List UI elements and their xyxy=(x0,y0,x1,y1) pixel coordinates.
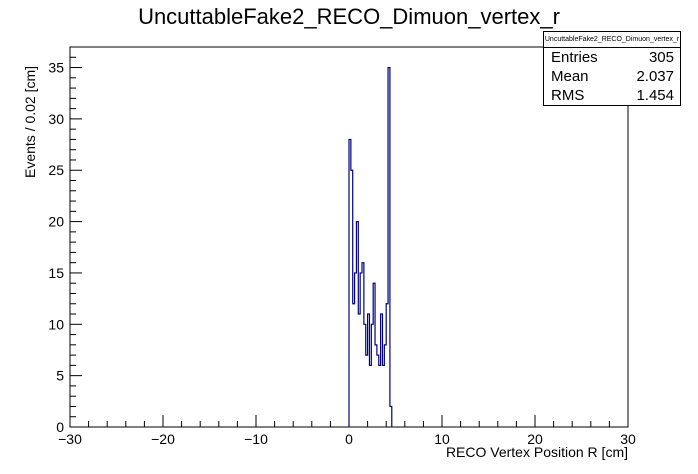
histogram-bin xyxy=(366,355,368,427)
x-tick-label: 10 xyxy=(434,431,450,447)
stats-mean-value: 2.037 xyxy=(636,68,674,85)
x-tick-label: −10 xyxy=(244,431,268,447)
stats-entries-label: Entries xyxy=(551,49,598,66)
y-axis-label: Events / 0.02 [cm] xyxy=(22,65,38,178)
stats-box: UncuttableFake2_RECO_Dimuon_vertex_r Ent… xyxy=(543,31,681,106)
stats-entries-value: 305 xyxy=(648,49,674,66)
stats-rms-value: 1.454 xyxy=(636,87,674,104)
histogram-bin xyxy=(369,365,371,427)
tick-labels: −30 −20 −10 0 10 20 30 0 5 10 15 20 25 30 35 xyxy=(48,60,636,447)
y-tick-label: 20 xyxy=(48,214,64,230)
stats-rms-row: RMS 1.454 xyxy=(544,86,680,105)
histogram-bin xyxy=(358,314,360,427)
chart-title: UncuttableFake2_RECO_Dimuon_vertex_r xyxy=(138,4,560,29)
stats-entries-row: Entries 305 xyxy=(544,48,680,67)
y-tick-label: 0 xyxy=(56,419,64,435)
ticks xyxy=(69,46,629,428)
x-axis-label: RECO Vertex Position R [cm] xyxy=(445,444,628,460)
stats-mean-row: Mean 2.037 xyxy=(544,67,680,86)
histogram-bin xyxy=(379,365,381,427)
y-tick-label: 5 xyxy=(56,368,64,384)
y-tick-label: 15 xyxy=(48,265,64,281)
x-tick-label: 30 xyxy=(620,431,636,447)
stats-box-title: UncuttableFake2_RECO_Dimuon_vertex_r xyxy=(544,32,680,48)
stats-mean-label: Mean xyxy=(551,68,589,85)
y-tick-label: 25 xyxy=(48,162,64,178)
y-tick-label: 10 xyxy=(48,316,64,332)
histogram-bin xyxy=(353,304,355,427)
histogram-bin xyxy=(375,345,377,427)
stats-rms-label: RMS xyxy=(551,87,585,104)
histogram-outline xyxy=(348,66,393,427)
y-tick-label: 35 xyxy=(48,60,64,76)
histogram-bin xyxy=(382,365,384,427)
x-tick-label: 20 xyxy=(527,431,543,447)
x-tick-label: 0 xyxy=(345,431,353,447)
histogram-bins xyxy=(348,66,393,427)
x-tick-label: −20 xyxy=(151,431,175,447)
y-tick-label: 30 xyxy=(48,111,64,127)
x-tick-label: −30 xyxy=(58,431,82,447)
